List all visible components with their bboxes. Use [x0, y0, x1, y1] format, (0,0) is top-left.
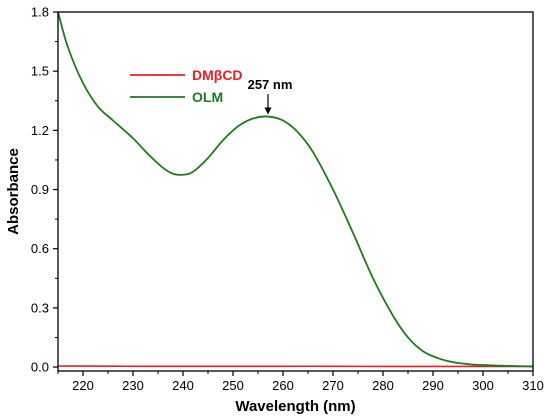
y-tick-label: 0.6 [31, 241, 49, 256]
plot-frame [57, 11, 534, 372]
series-line-olm [58, 12, 533, 368]
annotation-arrow-head [264, 107, 272, 115]
x-axis-title: Wavelength (nm) [235, 398, 355, 415]
x-tick-label: 280 [372, 378, 394, 393]
x-tick-label: 230 [122, 378, 144, 393]
tick-labels: 220 230 240 250 260 270 280 290 300 310 0.0 0.3 0.6 0… [31, 5, 544, 394]
x-tick-label: 220 [72, 378, 94, 393]
y-tick-label: 1.2 [31, 123, 49, 138]
x-tick-label: 240 [172, 378, 194, 393]
x-tick-label: 310 [522, 378, 544, 393]
x-tick-label: 260 [272, 378, 294, 393]
x-tick-label: 300 [472, 378, 494, 393]
legend-label: DMβCD [192, 67, 243, 83]
y-axis-title: Absorbance [5, 148, 22, 235]
y-tick-label: 0.0 [31, 360, 49, 375]
peak-annotation: 257 nm [248, 77, 293, 115]
plot-area [58, 12, 533, 368]
y-tick-label: 1.5 [31, 64, 49, 79]
annotation-label: 257 nm [248, 77, 293, 92]
axes [53, 11, 534, 376]
y-tick-label: 0.9 [31, 182, 49, 197]
x-tick-label: 290 [422, 378, 444, 393]
y-tick-label: 1.8 [31, 5, 49, 20]
y-tick-label: 0.3 [31, 300, 49, 315]
legend-label: OLM [192, 89, 223, 105]
x-tick-label: 270 [322, 378, 344, 393]
x-tick-label: 250 [222, 378, 244, 393]
legend: DMβCD OLM [130, 67, 243, 105]
